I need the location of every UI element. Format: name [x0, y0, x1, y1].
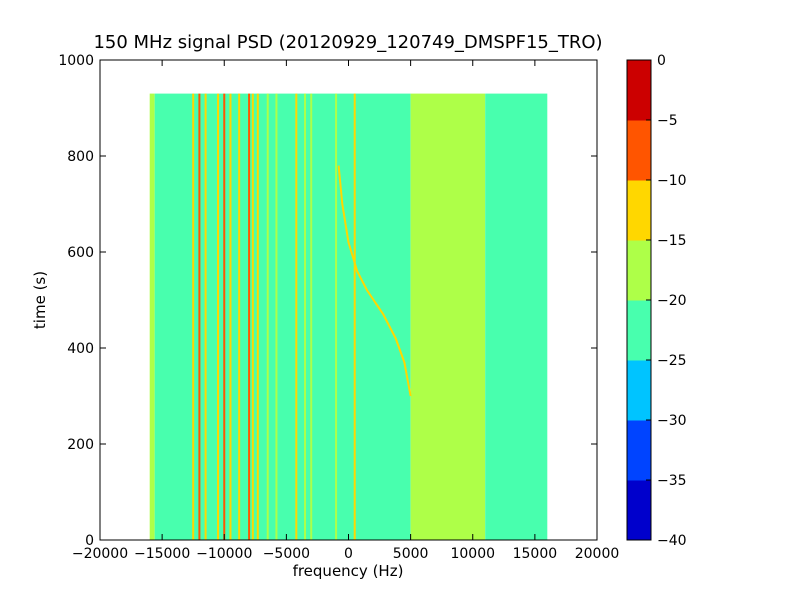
- colorbar-segment: [627, 60, 651, 121]
- colorbar-tick-label: −35: [657, 473, 687, 489]
- y-tick-label: 200: [67, 437, 94, 453]
- x-tick-label: −5000: [263, 546, 310, 562]
- heatmap-region: [410, 93, 486, 540]
- chart-title: 150 MHz signal PSD (20120929_120749_DMSP…: [93, 32, 602, 53]
- x-tick-label: 5000: [393, 546, 429, 562]
- colorbar: −40 −35 −30 −25 −20 −15 −10 −5 0: [626, 53, 687, 549]
- heatmap-region: [154, 93, 411, 540]
- x-tick-label: −20000: [72, 546, 128, 562]
- colorbar-tick-label: −5: [657, 113, 678, 129]
- y-axis-label: time (s): [31, 271, 49, 329]
- x-axis: −20000 −15000 −10000 −5000 0 5000 10000 15000 20…: [72, 60, 619, 562]
- colorbar-segment: [627, 480, 651, 541]
- colorbar-segment: [627, 360, 651, 421]
- colorbar-segment: [627, 120, 651, 181]
- x-tick-label: −10000: [196, 546, 252, 562]
- x-tick-label: 10000: [450, 546, 495, 562]
- colorbar-tick-label: −25: [657, 353, 687, 369]
- heatmap-plot: [149, 93, 548, 540]
- y-tick-label: 0: [85, 533, 94, 549]
- x-axis-label: frequency (Hz): [293, 562, 404, 580]
- doppler-trace: [337, 165, 412, 397]
- colorbar-segment: [627, 180, 651, 241]
- heatmap-region: [485, 93, 548, 540]
- y-tick-label: 1000: [58, 53, 94, 69]
- y-tick-label: 800: [67, 149, 94, 165]
- colorbar-segment: [627, 240, 651, 301]
- colorbar-segment: [627, 420, 651, 481]
- x-tick-label: −15000: [134, 546, 190, 562]
- colorbar-tick-label: −30: [657, 413, 687, 429]
- colorbar-tick-label: −15: [657, 233, 687, 249]
- y-tick-label: 400: [67, 341, 94, 357]
- x-tick-label: 20000: [575, 546, 620, 562]
- colorbar-tick-label: −10: [657, 173, 687, 189]
- heatmap-region: [149, 93, 155, 540]
- colorbar-tick-label: −20: [657, 293, 687, 309]
- y-axis: 0 200 400 600 800 1000: [58, 53, 597, 549]
- colorbar-tick-label: −40: [657, 533, 687, 549]
- x-tick-label: 0: [344, 546, 353, 562]
- colorbar-segment: [627, 300, 651, 361]
- x-tick-label: 15000: [513, 546, 558, 562]
- y-tick-label: 600: [67, 245, 94, 261]
- colorbar-tick-label: 0: [657, 53, 666, 69]
